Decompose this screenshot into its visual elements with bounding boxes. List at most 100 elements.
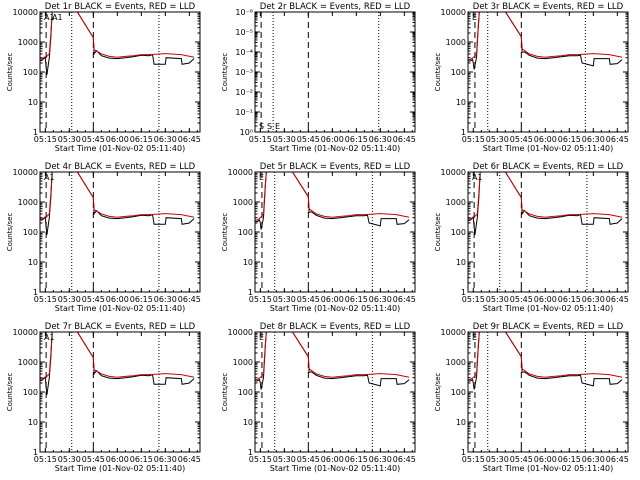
- x-tick-label: 06:00: [321, 455, 344, 464]
- y-axis-label: Counts/sec: [6, 53, 14, 92]
- x-tick-label: 06:00: [106, 455, 129, 464]
- lld-series-line: [255, 332, 410, 381]
- y-tick-label: 10: [456, 98, 466, 107]
- x-axis-label: Start Time (01-Nov-02 05:11:40): [55, 304, 185, 313]
- x-tick-label: 05:45: [510, 455, 533, 464]
- x-tick-label: 06:15: [130, 135, 153, 144]
- marker-label: A1: [44, 173, 55, 182]
- y-tick-label: 100: [23, 228, 38, 237]
- y-tick-label: 100: [451, 68, 466, 77]
- y-tick-label: 1000: [446, 198, 466, 207]
- x-tick-label: 06:30: [582, 295, 605, 304]
- x-tick-label: 05:30: [273, 135, 296, 144]
- plot-frame: [39, 11, 201, 133]
- events-series-line: [40, 172, 195, 235]
- x-tick-label: 06:45: [178, 455, 201, 464]
- y-tick-label: 1: [461, 128, 466, 137]
- x-axis-label: Start Time (01-Nov-02 05:11:40): [483, 464, 613, 473]
- y-tick-label: 10⁻⁴: [235, 48, 253, 57]
- lld-series-line: [255, 172, 410, 221]
- lld-series-line: [40, 12, 195, 60]
- x-tick-label: 06:45: [606, 295, 629, 304]
- plot-frame: [39, 331, 201, 453]
- x-tick-label: 05:45: [297, 295, 320, 304]
- y-tick-label: 100: [451, 228, 466, 237]
- x-tick-label: 06:45: [178, 295, 201, 304]
- marker-label: A1: [44, 13, 55, 22]
- y-tick-label: 1000: [18, 198, 38, 207]
- lld-series-line: [468, 172, 623, 220]
- x-axis-label: Start Time (01-Nov-02 05:11:40): [270, 304, 400, 313]
- lld-series-line: [40, 332, 195, 380]
- events-series-line: [255, 172, 410, 230]
- plot-frame: [467, 171, 629, 293]
- x-tick-label: 05:15: [34, 455, 57, 464]
- events-series-line: [255, 332, 410, 390]
- x-axis-label: Start Time (01-Nov-02 05:11:40): [55, 144, 185, 153]
- x-tick-label: 05:45: [510, 295, 533, 304]
- y-tick-label: 1000: [233, 198, 253, 207]
- y-axis-label: Counts/sec: [6, 373, 14, 412]
- events-series-line: [468, 172, 623, 235]
- y-tick-label: 10000: [441, 328, 466, 337]
- x-tick-label: 06:15: [130, 295, 153, 304]
- panel-title: Det 4r BLACK = Events, RED = LLD: [45, 162, 196, 172]
- y-axis-label: Counts/sec: [434, 213, 442, 252]
- x-tick-label: 06:30: [154, 135, 177, 144]
- panel-title: Det 1r BLACK = Events, RED = LLD: [45, 2, 196, 12]
- x-axis-label: Start Time (01-Nov-02 05:11:40): [270, 464, 400, 473]
- y-tick-label: 1: [33, 448, 38, 457]
- events-series-line: [40, 12, 195, 75]
- y-tick-label: 100: [23, 68, 38, 77]
- y-tick-label: 10: [28, 418, 38, 427]
- x-tick-label: 05:30: [486, 455, 509, 464]
- plot-frame: [254, 171, 416, 293]
- x-tick-label: 06:30: [369, 135, 392, 144]
- y-tick-label: 10⁻⁶: [235, 8, 253, 17]
- lld-series-line: [40, 172, 195, 220]
- x-tick-label: 06:45: [606, 455, 629, 464]
- marker-label: E: [472, 333, 477, 342]
- y-tick-label: 100: [238, 228, 253, 237]
- y-tick-label: 1000: [446, 38, 466, 47]
- x-tick-label: 06:45: [606, 135, 629, 144]
- y-tick-label: 10: [28, 258, 38, 267]
- y-axis-label: Counts/sec: [434, 53, 442, 92]
- y-tick-label: 10: [456, 418, 466, 427]
- y-axis-label: Counts/sec: [221, 213, 229, 252]
- y-tick-label: 1: [461, 448, 466, 457]
- x-tick-label: 05:30: [58, 135, 81, 144]
- events-series-line: [40, 332, 195, 395]
- y-tick-label: 10: [243, 258, 253, 267]
- y-axis-label: Counts/sec: [6, 213, 14, 252]
- x-tick-label: 06:30: [582, 135, 605, 144]
- y-tick-label: 1: [33, 288, 38, 297]
- y-tick-label: 1: [248, 288, 253, 297]
- x-tick-label: 06:45: [178, 135, 201, 144]
- x-tick-label: 05:15: [34, 135, 57, 144]
- plot-frame: [467, 331, 629, 453]
- x-tick-label: 05:45: [82, 455, 105, 464]
- x-tick-label: 05:45: [82, 135, 105, 144]
- y-axis-label: Counts/sec: [221, 53, 229, 92]
- x-tick-label: 06:15: [345, 455, 368, 464]
- marker-label: E: [472, 13, 477, 22]
- x-tick-label: 05:30: [486, 295, 509, 304]
- x-tick-label: 06:00: [534, 295, 557, 304]
- x-tick-label: 06:15: [130, 455, 153, 464]
- panel-title: Det 9r BLACK = Events, RED = LLD: [473, 322, 624, 332]
- x-tick-label: 06:15: [558, 135, 581, 144]
- y-tick-label: 1000: [18, 358, 38, 367]
- x-tick-label: 05:30: [486, 135, 509, 144]
- panel-title: Det 7r BLACK = Events, RED = LLD: [45, 322, 196, 332]
- y-tick-label: 10000: [441, 8, 466, 17]
- x-axis-label: Start Time (01-Nov-02 05:11:40): [55, 464, 185, 473]
- y-tick-label: 1: [33, 128, 38, 137]
- x-tick-label: 05:45: [82, 295, 105, 304]
- x-tick-label: 05:45: [297, 135, 320, 144]
- x-tick-label: 06:45: [393, 295, 416, 304]
- x-tick-label: 05:45: [297, 455, 320, 464]
